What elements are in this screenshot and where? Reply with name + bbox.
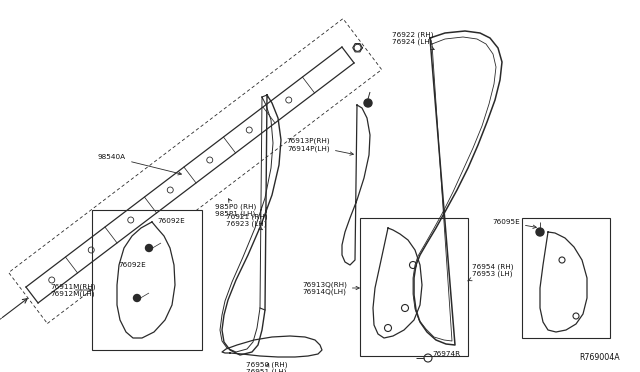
Text: 985P0 (RH)
985P1 (LH): 985P0 (RH) 985P1 (LH) — [215, 199, 256, 217]
Text: 76974R: 76974R — [432, 351, 460, 357]
Text: 98540A: 98540A — [98, 154, 181, 175]
Bar — [92, 210, 202, 350]
Text: 76913P(RH)
76914P(LH): 76913P(RH) 76914P(LH) — [286, 138, 353, 155]
Circle shape — [364, 99, 372, 107]
Bar — [522, 218, 610, 338]
Text: R769004A: R769004A — [579, 353, 620, 362]
Circle shape — [536, 228, 544, 236]
Text: 76921 (RH)
76923 (LH): 76921 (RH) 76923 (LH) — [226, 213, 268, 230]
Bar — [360, 218, 468, 356]
Text: 76092E: 76092E — [118, 262, 146, 268]
Text: 76954 (RH)
76953 (LH): 76954 (RH) 76953 (LH) — [468, 263, 513, 281]
Text: 76911M(RH)
76912M(LH): 76911M(RH) 76912M(LH) — [50, 283, 95, 297]
Text: 76095E: 76095E — [492, 219, 536, 228]
Circle shape — [145, 244, 152, 251]
Text: 76913Q(RH)
76914Q(LH): 76913Q(RH) 76914Q(LH) — [302, 281, 359, 295]
Text: 76922 (RH)
76924 (LH): 76922 (RH) 76924 (LH) — [392, 31, 434, 49]
Circle shape — [134, 295, 141, 301]
Text: 76950 (RH)
76951 (LH): 76950 (RH) 76951 (LH) — [246, 361, 287, 372]
Text: 76092E: 76092E — [157, 218, 185, 224]
